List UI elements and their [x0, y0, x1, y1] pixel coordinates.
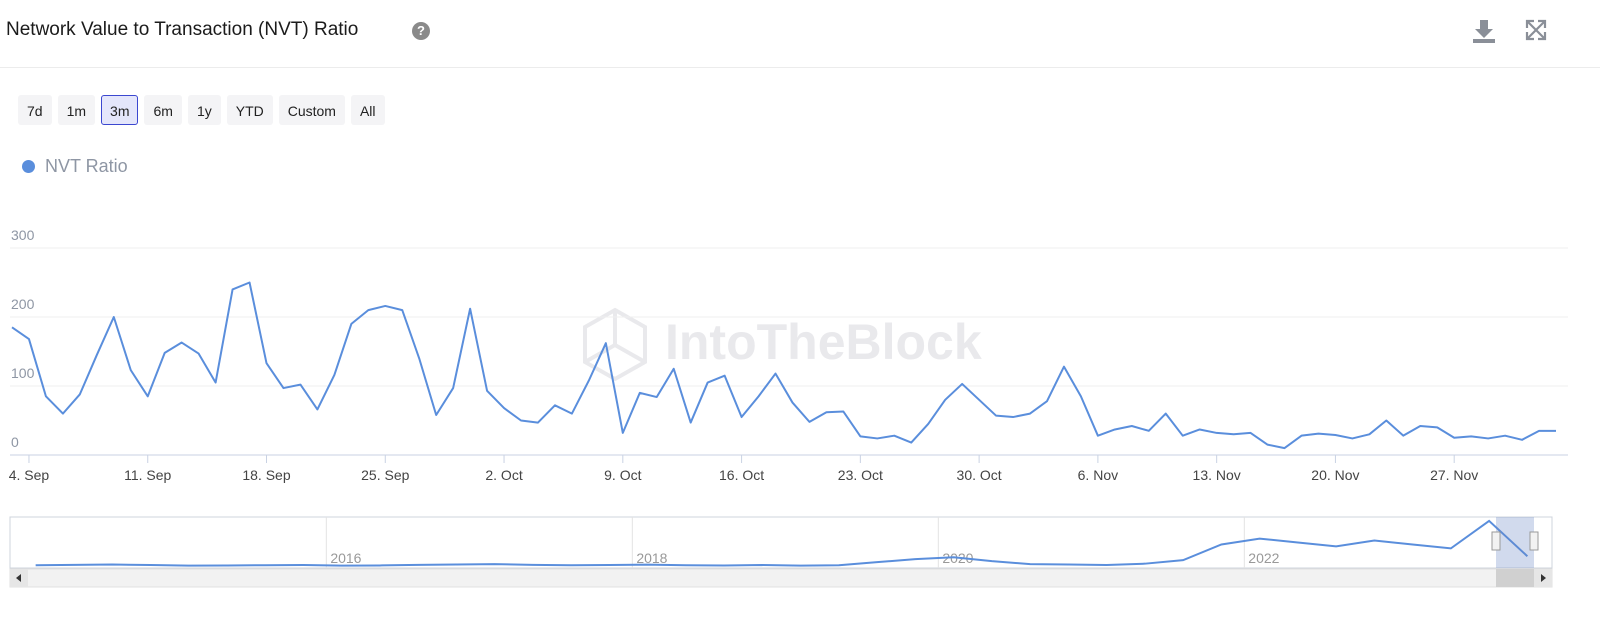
y-tick-label: 0 — [11, 434, 19, 450]
watermark-logo — [583, 307, 647, 382]
navigator-handle — [1529, 531, 1539, 551]
x-tick-label: 25. Sep — [361, 467, 409, 483]
series-line — [11, 281, 1556, 450]
navigator-tick-label: 2022 — [1248, 550, 1279, 566]
range-button[interactable]: YTD — [226, 95, 273, 125]
navigator-window — [1496, 517, 1534, 568]
y-tick-label: 200 — [11, 296, 35, 312]
divider — [0, 67, 1600, 68]
range-button[interactable]: 3m — [101, 95, 139, 125]
y-tick-label: 100 — [11, 365, 35, 381]
scroll-left-arrow — [16, 574, 21, 582]
x-tick-label: 16. Oct — [719, 467, 764, 483]
x-tick-label: 30. Oct — [957, 467, 1002, 483]
x-tick-label: 6. Nov — [1078, 467, 1118, 483]
legend-marker — [22, 160, 35, 173]
x-tick-label: 23. Oct — [838, 467, 883, 483]
y-tick-label: 300 — [11, 227, 35, 243]
chart-title: Network Value to Transaction (NVT) Ratio — [6, 19, 359, 40]
legend-label[interactable]: NVT Ratio — [45, 156, 128, 176]
range-button[interactable]: 7d — [18, 95, 52, 125]
scroll-right-arrow — [1541, 574, 1546, 582]
range-button[interactable]: 6m — [144, 95, 182, 125]
fullscreen-icon[interactable] — [1525, 19, 1547, 41]
x-tick-label: 9. Oct — [604, 467, 641, 483]
x-tick-label: 27. Nov — [1430, 467, 1478, 483]
legend: NVT Ratio — [22, 156, 128, 177]
download-icon[interactable] — [1473, 20, 1495, 43]
scrollbar-track — [9, 568, 1553, 588]
navigator-line — [35, 519, 1529, 567]
x-tick-label: 2. Oct — [485, 467, 522, 483]
navigator-tick-label: 2016 — [330, 550, 361, 566]
watermark: IntoTheBlock — [665, 314, 982, 370]
range-button[interactable]: 1m — [57, 95, 96, 125]
x-tick-label: 13. Nov — [1193, 467, 1241, 483]
navigator-bg — [9, 516, 1553, 569]
navigator-tick-label: 2018 — [636, 550, 667, 566]
x-tick-label: 11. Sep — [124, 467, 171, 483]
x-tick-label: 4. Sep — [9, 467, 50, 483]
range-button[interactable]: All — [350, 95, 385, 125]
help-icon[interactable]: ? — [412, 22, 430, 40]
range-button[interactable]: 1y — [187, 95, 221, 125]
x-tick-label: 18. Sep — [242, 467, 290, 483]
x-tick-label: 20. Nov — [1311, 467, 1359, 483]
range-button[interactable]: Custom — [278, 95, 345, 125]
scrollbar-thumb — [1496, 569, 1534, 587]
range-buttons: 7d 1m 3m 6m 1y YTD Custom All — [18, 95, 385, 125]
navigator-handle — [1491, 531, 1501, 551]
